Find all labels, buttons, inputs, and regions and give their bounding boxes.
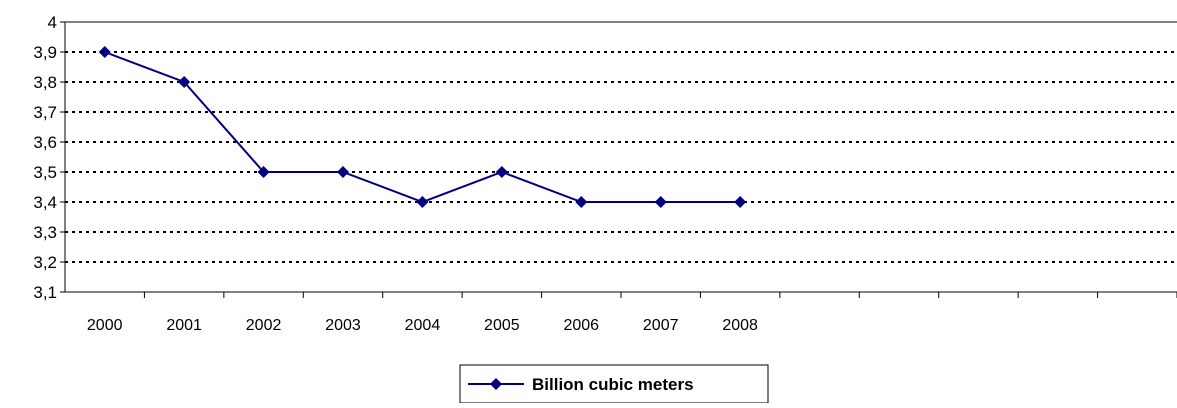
axes (60, 21, 1177, 298)
data-point-marker (575, 196, 588, 208)
y-tick-label: 3,7 (33, 103, 57, 122)
y-tick-label: 4 (48, 13, 57, 32)
x-tick-label: 2003 (325, 317, 361, 334)
series-markers (98, 46, 747, 208)
y-tick-label: 3,1 (33, 283, 57, 302)
data-point-marker (495, 166, 508, 178)
data-point-marker (734, 196, 747, 208)
x-tick-label: 2004 (405, 317, 441, 334)
x-tick-label: 2002 (246, 317, 282, 334)
data-point-marker (416, 196, 429, 208)
legend: Billion cubic meters (459, 364, 769, 404)
data-point-marker (257, 166, 270, 178)
y-tick-label: 3,3 (33, 223, 57, 242)
y-tick-labels: 3,1 3,2 3,3 3,4 3,5 3,6 3,7 3,8 3,9 4 (33, 13, 57, 302)
x-tick-label: 2007 (643, 317, 679, 334)
x-tick-label: 2006 (563, 317, 599, 334)
series-line (104, 51, 741, 204)
x-tick-label: 2005 (484, 317, 520, 334)
series-lines (104, 51, 741, 204)
x-tick-label: 2008 (722, 317, 758, 334)
data-point-marker (654, 196, 667, 208)
legend-label: Billion cubic meters (532, 375, 694, 394)
y-tick-label: 3,5 (33, 163, 57, 182)
x-tick-label: 2001 (166, 317, 202, 334)
y-tick-label: 3,2 (33, 253, 57, 272)
x-tick-label: 2000 (87, 317, 123, 334)
y-tick-label: 3,4 (33, 193, 57, 212)
data-point-marker (337, 166, 349, 178)
y-tick-label: 3,6 (33, 133, 57, 152)
legend-marker-diamond (490, 378, 502, 390)
data-point-marker (98, 46, 111, 58)
x-tick-labels: 2000 2001 2002 2003 2004 2005 2006 2007 2008 (87, 317, 758, 334)
data-point-marker (178, 76, 191, 88)
gridlines (65, 21, 1177, 263)
y-tick-label: 3,8 (33, 73, 57, 92)
y-tick-label: 3,9 (33, 43, 57, 62)
